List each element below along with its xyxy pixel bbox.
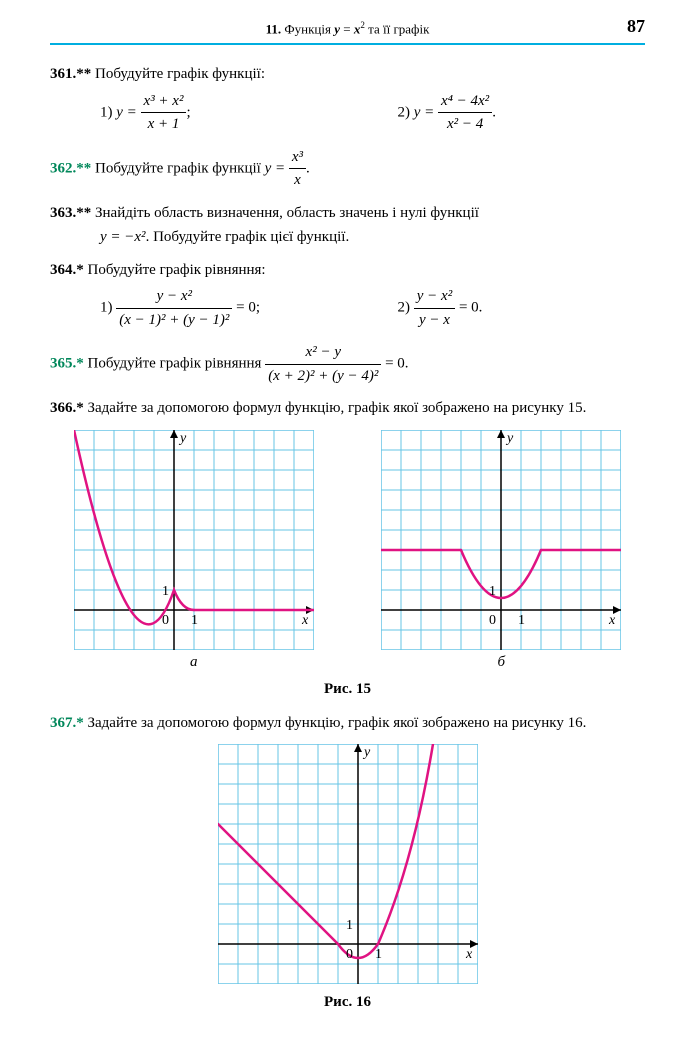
frac-den: (x − 1)² + (y − 1)² [116, 308, 232, 332]
graph-b-svg: 0 1 1 x y [381, 430, 621, 650]
header-text-before: Функція [284, 21, 334, 36]
frac-num: x³ + x² [141, 90, 187, 113]
eq-suffix: . [492, 104, 496, 120]
page-header: 11. Функція y = x2 та її графік 87 [50, 20, 645, 45]
graph-a-svg: 0 1 1 x y [74, 430, 314, 650]
sub-label: 2) [398, 300, 411, 316]
header-text-after: та її графік [365, 21, 430, 36]
figure-16-wrap: 0 1 1 x y [50, 744, 645, 984]
frac-num: x⁴ − 4x² [438, 90, 492, 113]
figure-16-caption: Рис. 16 [50, 994, 645, 1011]
svg-text:x: x [301, 613, 309, 628]
sub-label: 1) [100, 300, 113, 316]
svg-text:0: 0 [162, 613, 169, 628]
eq-suffix: = 0; [232, 300, 260, 316]
eq-suffix: ; [186, 104, 190, 120]
problem-text: Побудуйте графік рівняння: [88, 262, 266, 278]
problem-362: 362.** Побудуйте графік функції y = x³x. [50, 146, 645, 192]
problem-364: 364.* Побудуйте графік рівняння: 1) y − … [50, 259, 645, 332]
eq-prefix: y = [414, 104, 438, 120]
svg-text:0: 0 [346, 947, 353, 962]
frac-num: x³ [289, 146, 306, 169]
frac-den: x² − 4 [438, 112, 492, 136]
subproblem-361-2: 2) y = x⁴ − 4x²x² − 4. [398, 90, 646, 136]
subproblem-364-1: 1) y − x²(x − 1)² + (y − 1)² = 0; [100, 285, 348, 331]
sub-label: 2) [398, 104, 411, 120]
problem-text: Побудуйте графік функції: [95, 66, 265, 82]
problem-365: 365.* Побудуйте графік рівняння x² − y(x… [50, 341, 645, 387]
frac-num: y − x² [414, 285, 455, 308]
svg-text:1: 1 [191, 613, 198, 628]
problem-text: Побудуйте графік функції [95, 160, 265, 176]
eq-suffix: = 0. [455, 300, 482, 316]
subproblem-361-1: 1) y = x³ + x²x + 1; [100, 90, 348, 136]
svg-text:1: 1 [162, 584, 169, 599]
problem-text: Задайте за допомогою формул функцію, гра… [88, 400, 587, 416]
problem-number: 362.** [50, 160, 91, 176]
frac-num: x² − y [265, 341, 381, 364]
page-number: 87 [627, 16, 645, 37]
header-eq: = [340, 21, 354, 36]
svg-text:y: y [178, 431, 187, 446]
figure-15-caption: Рис. 15 [50, 681, 645, 698]
svg-text:1: 1 [375, 947, 382, 962]
problem-text-2: . Побудуйте графік цієї функції. [146, 229, 350, 245]
problem-number: 361.** [50, 66, 91, 82]
frac-den: (x + 2)² + (y − 4)² [265, 364, 381, 388]
svg-text:1: 1 [489, 584, 496, 599]
problem-number: 364.* [50, 262, 84, 278]
eq-prefix: y = [116, 104, 140, 120]
frac-den: y − x [414, 308, 455, 332]
problem-number: 367.* [50, 715, 84, 731]
problem-number: 366.* [50, 400, 84, 416]
figure-15a: 0 1 1 x y а [74, 430, 314, 671]
problem-number: 363.** [50, 205, 91, 221]
problem-363: 363.** Знайдіть область визначення, обла… [50, 202, 645, 249]
section-number: 11. [266, 21, 282, 36]
figure-label-a: а [74, 654, 314, 671]
svg-text:x: x [608, 613, 616, 628]
problem-361: 361.** Побудуйте графік функції: 1) y = … [50, 63, 645, 136]
problem-text: Побудуйте графік рівняння [88, 356, 266, 372]
svg-text:1: 1 [518, 613, 525, 628]
svg-text:x: x [465, 947, 473, 962]
problem-text: Знайдіть область визначення, область зна… [95, 205, 479, 221]
problem-367: 367.* Задайте за допомогою формул функці… [50, 712, 645, 735]
sub-label: 1) [100, 104, 113, 120]
frac-den: x [289, 168, 306, 192]
svg-text:y: y [362, 745, 371, 760]
frac-den: x + 1 [141, 112, 187, 136]
eq-prefix: y = [265, 160, 289, 176]
problem-number: 365.* [50, 356, 84, 372]
problem-366: 366.* Задайте за допомогою формул функці… [50, 397, 645, 420]
eq-suffix: = 0. [381, 356, 408, 372]
svg-text:1: 1 [346, 918, 353, 933]
equation: y = −x² [100, 229, 146, 245]
figure-15b: 0 1 1 x y б [381, 430, 621, 671]
figure-label-b: б [381, 654, 621, 671]
svg-text:0: 0 [489, 613, 496, 628]
eq-suffix: . [306, 160, 310, 176]
graph-c-svg: 0 1 1 x y [218, 744, 478, 984]
subproblem-364-2: 2) y − x²y − x = 0. [398, 285, 646, 331]
frac-num: y − x² [116, 285, 232, 308]
figure-15-row: 0 1 1 x y а 0 1 1 x y б [50, 430, 645, 671]
problem-text: Задайте за допомогою формул функцію, гра… [88, 715, 587, 731]
svg-text:y: y [505, 431, 514, 446]
